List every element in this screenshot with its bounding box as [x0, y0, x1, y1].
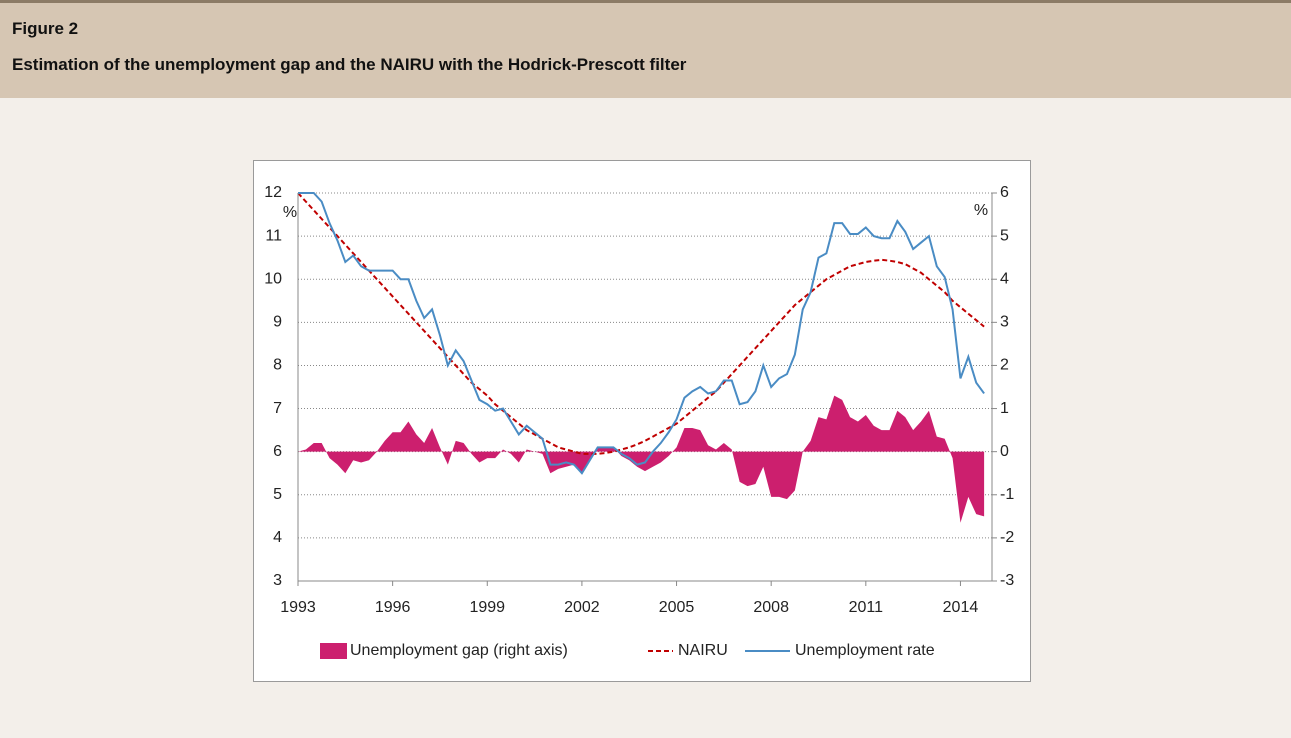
area: [298, 395, 985, 523]
legend-label: NAIRU: [678, 642, 728, 659]
y2-tick-label: 0: [1000, 443, 1009, 460]
y2-tick-label: 1: [1000, 400, 1009, 417]
x-tick-label: 2008: [753, 599, 789, 616]
y2-tick-label: 5: [1000, 227, 1009, 244]
x-tick-label: 2005: [659, 599, 695, 616]
y-tick-label: 11: [265, 227, 282, 244]
legend-swatch: [320, 643, 347, 659]
y-tick-label: 10: [264, 270, 282, 287]
y-tick-label: 3: [273, 572, 282, 589]
legend-label: Unemployment gap (right axis): [350, 642, 568, 659]
chart-title: Estimation of the unemployment gap and t…: [12, 55, 687, 74]
y2-tick-label: 2: [1000, 357, 1009, 374]
y2-tick-label: 6: [1000, 184, 1009, 201]
y-tick-label: 9: [273, 314, 282, 331]
y-tick-label: 5: [273, 486, 282, 503]
y2-unit: %: [974, 202, 988, 219]
figure-label: Figure 2: [12, 19, 79, 38]
y-tick-label: 6: [273, 443, 282, 460]
line: [297, 192, 985, 455]
y-tick-label: 8: [273, 357, 282, 374]
y-tick-label: 4: [273, 529, 282, 546]
line: [298, 192, 985, 475]
x-tick-label: 2014: [943, 599, 979, 616]
y-tick-label: 7: [273, 400, 282, 417]
x-tick-label: 1996: [375, 599, 411, 616]
y2-tick-label: 4: [1000, 270, 1009, 287]
x-tick-label: 1999: [469, 599, 505, 616]
x-tick-label: 2002: [564, 599, 600, 616]
y2-tick-label: -2: [1000, 529, 1014, 546]
y-unit: %: [283, 204, 297, 221]
y2-tick-label: -1: [1000, 486, 1014, 503]
y2-tick-label: 3: [1000, 314, 1009, 331]
y2-tick-label: -3: [1000, 572, 1014, 589]
x-tick-label: 2011: [849, 599, 884, 616]
header: Figure 2 Estimation of the unemployment …: [0, 0, 1291, 98]
legend-label: Unemployment rate: [795, 642, 935, 659]
x-tick-label: 1993: [280, 599, 316, 616]
y-tick-label: 12: [264, 184, 282, 201]
